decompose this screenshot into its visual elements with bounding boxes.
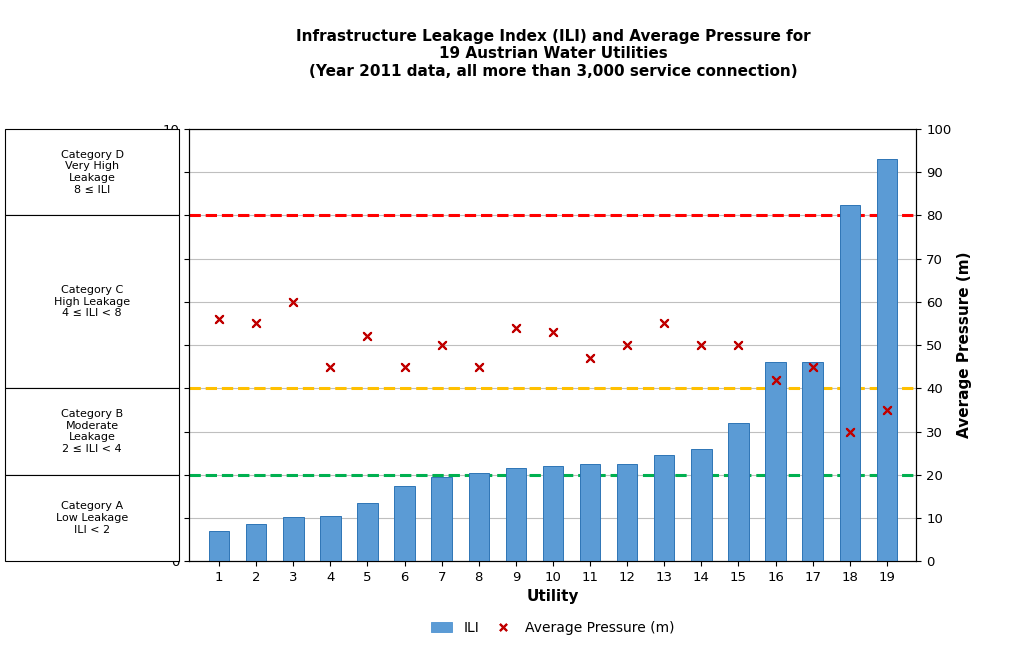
Bar <box>616 464 637 561</box>
Point <box>656 319 673 329</box>
Point <box>767 375 783 385</box>
Point <box>842 426 858 437</box>
Point <box>545 327 561 337</box>
Bar <box>877 159 897 561</box>
Bar <box>283 517 303 561</box>
Bar <box>209 531 229 561</box>
Bar <box>691 449 712 561</box>
Point <box>730 340 746 350</box>
Point <box>879 405 895 415</box>
Text: Category C
High Leakage
4 ≤ ILI < 8: Category C High Leakage 4 ≤ ILI < 8 <box>54 285 130 319</box>
Bar <box>543 466 563 561</box>
Text: Category B
Moderate
Leakage
2 ≤ ILI < 4: Category B Moderate Leakage 2 ≤ ILI < 4 <box>61 409 123 454</box>
Text: Category A
Low Leakage
ILI < 2: Category A Low Leakage ILI < 2 <box>56 501 128 535</box>
Point <box>248 319 264 329</box>
Y-axis label: Average Pressure (m): Average Pressure (m) <box>957 252 972 439</box>
Point <box>323 361 339 372</box>
Bar <box>394 486 415 561</box>
Point <box>582 353 598 363</box>
Bar <box>803 362 823 561</box>
Bar <box>506 468 526 561</box>
Bar <box>321 516 341 561</box>
Legend: ILI, Average Pressure (m): ILI, Average Pressure (m) <box>426 615 680 640</box>
Point <box>471 361 487 372</box>
Point <box>805 361 821 372</box>
Bar <box>246 524 266 561</box>
Bar <box>840 204 860 561</box>
Bar <box>469 473 489 561</box>
Bar <box>728 423 749 561</box>
Point <box>618 340 635 350</box>
Bar <box>654 455 675 561</box>
Point <box>396 361 413 372</box>
Y-axis label: ILI: ILI <box>142 335 158 355</box>
Text: Category D
Very High
Leakage
8 ≤ ILI: Category D Very High Leakage 8 ≤ ILI <box>60 150 124 195</box>
Text: Infrastructure Leakage Index (ILI) and Average Pressure for
19 Austrian Water Ut: Infrastructure Leakage Index (ILI) and A… <box>296 29 810 79</box>
Point <box>693 340 710 350</box>
Point <box>285 297 301 307</box>
Point <box>359 332 376 342</box>
Bar <box>765 362 785 561</box>
Point <box>433 340 450 350</box>
Point <box>508 322 524 333</box>
Bar <box>357 503 378 561</box>
Bar <box>580 464 600 561</box>
Bar <box>431 477 452 561</box>
X-axis label: Utility: Utility <box>526 590 580 604</box>
Point <box>211 314 227 324</box>
